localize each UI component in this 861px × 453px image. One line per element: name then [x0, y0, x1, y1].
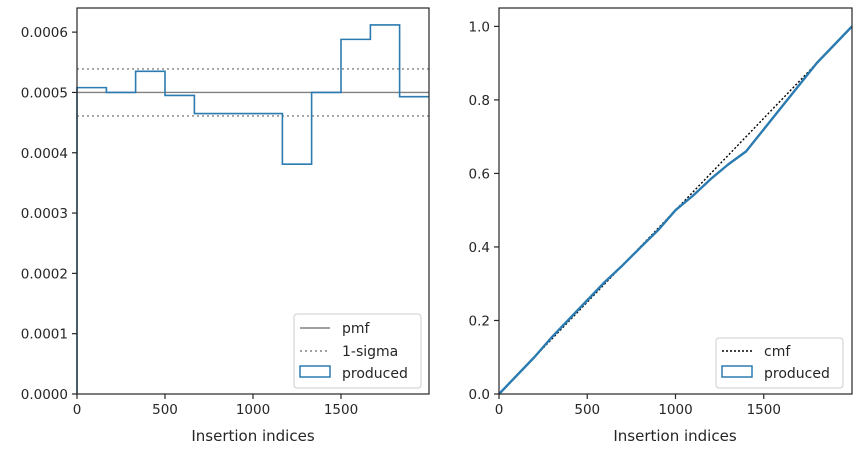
cmf-y-tick-label: 1.0 — [469, 19, 490, 35]
cmf-x-tick-label: 1500 — [747, 402, 781, 418]
cmf-y-tick-label: 0.2 — [469, 313, 490, 329]
cmf-x-tick-label: 500 — [574, 402, 600, 418]
pmf-y-tick-label: 0.0004 — [21, 146, 68, 162]
pmf-ticks: 0 500 1000 1500 0.0000 0.0001 0.0002 0.0003 0.00… — [21, 25, 358, 418]
pmf-x-tick-label: 1000 — [236, 402, 270, 418]
produced-step-histogram — [76, 24, 429, 394]
pmf-plot-area — [76, 24, 429, 394]
legend-produced-label: produced — [764, 366, 830, 382]
legend-pmf-label: pmf — [342, 321, 371, 337]
legend-cmf-label: cmf — [764, 344, 791, 360]
pmf-panel: 0 500 1000 1500 0.0000 0.0001 0.0002 0.0003 0.00… — [21, 7, 430, 445]
cmf-y-tick-label: 0.4 — [469, 240, 490, 256]
legend-sigma-label: 1-sigma — [342, 344, 398, 360]
cmf-plot-area — [498, 25, 853, 395]
pmf-x-tick-label: 500 — [152, 402, 178, 418]
cmf-x-tick-label: 1000 — [658, 402, 692, 418]
cmf-x-tick-label: 0 — [495, 402, 504, 418]
pmf-legend-box — [293, 313, 422, 389]
cmf-x-axis-label: Insertion indices — [613, 427, 736, 445]
pmf-y-tick-label: 0.0003 — [21, 206, 68, 222]
pmf-x-tick-label: 1500 — [324, 402, 358, 418]
pmf-legend: pmf 1-sigma produced — [293, 313, 422, 389]
legend-produced-swatch — [721, 365, 753, 378]
pmf-y-tick-label: 0.0002 — [21, 266, 68, 282]
cmf-y-tick-label: 0.8 — [469, 93, 490, 109]
cmf-line — [498, 25, 853, 395]
cmf-y-tick-label: 0.0 — [469, 387, 490, 403]
pmf-y-tick-label: 0.0001 — [21, 327, 68, 343]
cmf-panel: 0 500 1000 1500 0.0 0.2 0.4 0.6 0.8 1.0 Insertion… — [469, 7, 853, 445]
produced-cumulative-line — [498, 25, 853, 395]
cmf-y-tick-label: 0.6 — [469, 166, 490, 182]
pmf-y-tick-label: 0.0005 — [21, 85, 68, 101]
pmf-y-tick-label: 0.0000 — [21, 387, 68, 403]
cmf-ticks: 0 500 1000 1500 0.0 0.2 0.4 0.6 0.8 1.0 — [469, 19, 781, 418]
legend-produced-swatch — [299, 365, 331, 378]
pmf-x-axis-label: Insertion indices — [191, 427, 314, 445]
legend-produced-label: produced — [342, 366, 408, 382]
pmf-y-tick-label: 0.0006 — [21, 25, 68, 41]
pmf-x-tick-label: 0 — [73, 402, 82, 418]
cmf-legend: cmf produced — [715, 337, 844, 389]
